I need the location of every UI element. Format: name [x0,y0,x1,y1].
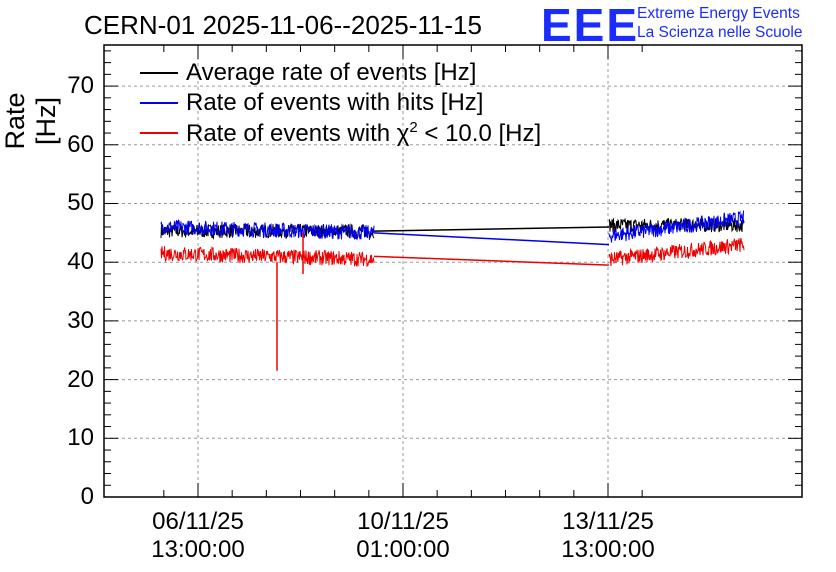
x-tick-time: 01:00:00 [356,536,450,563]
legend-label-average: Average rate of events [Hz] [186,59,477,86]
plot-frame [103,44,803,498]
legend-label-chi2: Rate of events with χ2 < 10.0 [Hz] [186,119,541,148]
y-axis-label: Rate [Hz] [0,92,61,150]
y-tick-label-0: 0 [80,483,94,510]
logo-caption: Extreme Energy Events La Scienza nelle S… [637,4,802,42]
y-tick-label-70: 70 [67,72,94,100]
x-tick-date: 13/11/25 [562,508,654,535]
x-tick-time: 13:00:00 [151,536,245,563]
series-1-gap-line [373,232,610,246]
series-1-segment-1 [608,210,745,243]
legend-chi2-text: Rate of events with [186,119,397,147]
y-tick-label-20: 20 [67,365,94,393]
y-tick-label-50: 50 [67,189,94,217]
legend-entry-average: Average rate of events [Hz] [140,58,476,88]
legend-entry-chi2: Rate of events with χ2 < 10.0 [Hz] [140,118,541,148]
legend-swatch-hits [140,102,178,104]
legend-label-hits: Rate of events with hits [Hz] [186,89,484,116]
chart-title: CERN-01 2025-11-06--2025-11-15 [84,10,482,40]
x-tick-date: 06/11/25 [152,508,244,535]
legend-entry-hits: Rate of events with hits [Hz] [140,88,483,118]
x-tick-label-0: 06/11/25 13:00:00 [128,508,268,564]
logo-caption-line2: La Scienza nelle Scuole [637,24,803,41]
y-tick-label-40: 40 [67,248,94,276]
series-2-segment-0 [160,246,375,267]
y-tick-label-10: 10 [67,424,94,452]
legend-chi-superscript: 2 [409,118,418,136]
legend-swatch-chi2 [140,132,178,134]
x-tick-label-1: 10/11/25 01:00:00 [333,508,473,564]
legend-chi2-rest: < 10.0 [Hz] [417,119,542,147]
logo-caption-line1: Extreme Energy Events [637,5,800,22]
series-0-gap-line [373,226,610,232]
y-tick-label-60: 60 [67,130,94,158]
x-tick-label-2: 13/11/25 13:00:00 [538,508,678,564]
legend-swatch-average [140,72,178,74]
eee-logo: EEE [541,0,640,51]
x-tick-time: 13:00:00 [561,536,655,563]
series-1-segment-0 [160,219,375,241]
series-2-segment-1 [608,238,745,267]
y-tick-label-30: 30 [67,306,94,334]
legend-chi-symbol: χ [396,119,410,147]
series-2-gap-line [373,255,610,266]
x-tick-date: 10/11/25 [357,508,449,535]
